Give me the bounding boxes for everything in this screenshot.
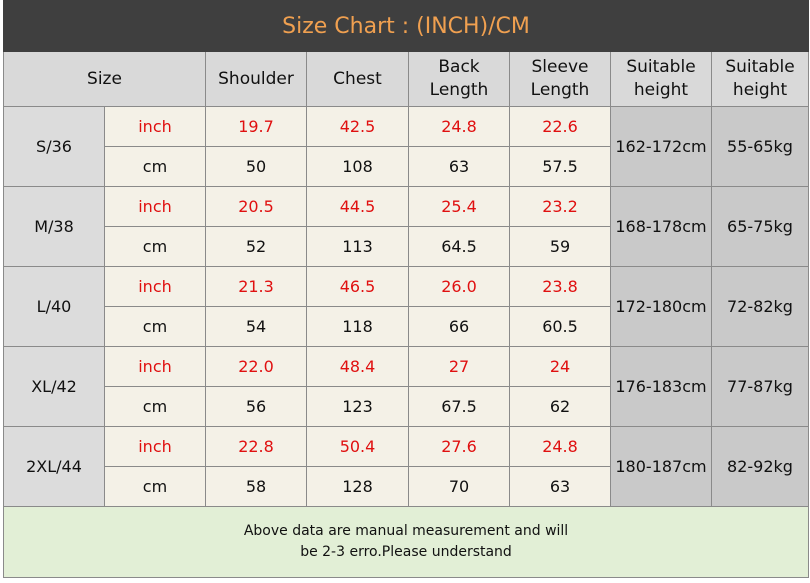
unit: inch <box>104 106 206 147</box>
cm-row: cm 56 123 67.5 62 <box>4 386 809 427</box>
cm-value: 60.5 <box>509 306 611 347</box>
size: 2XL/44 <box>3 426 105 507</box>
cm-value: 59 <box>509 226 611 267</box>
inch-value: 22.6 <box>509 106 611 147</box>
cm-value: 54 <box>205 306 307 347</box>
header-row: Size Shoulder Chest Back Length Sleeve Lengt… <box>3 51 810 107</box>
inch-value: 24 <box>509 346 611 387</box>
cm-value: 58 <box>205 466 307 507</box>
height: 168-178cm <box>610 186 712 267</box>
title: Size Chart : (INCH)/CM <box>2 0 810 52</box>
cm-value: 128 <box>306 466 409 507</box>
inch-row: S/36 inch 19.7 42.5 24.8 22.6 162-172cm 55-65kg <box>3 106 810 187</box>
cm-value: 52 <box>205 226 307 267</box>
column-header: Size <box>3 51 206 107</box>
inch-row: L/40 inch 21.3 46.5 26.0 23.8 172-180cm 72-82kg <box>3 266 810 347</box>
unit: inch <box>104 426 206 467</box>
footer-note: Above data are manual measurement and wi… <box>2 506 810 578</box>
weight: 65-75kg <box>710 186 810 267</box>
unit: inch <box>104 346 206 387</box>
column-header: Suitable height <box>710 51 810 107</box>
unit: inch <box>104 186 206 227</box>
cm-row: cm 54 118 66 60.5 <box>4 306 809 347</box>
cm-value: 64.5 <box>408 226 510 267</box>
cm-value: 113 <box>306 226 409 267</box>
size: M/38 <box>3 186 105 267</box>
cm-value: 108 <box>306 146 409 187</box>
inch-value: 22.0 <box>205 346 307 387</box>
unit: cm <box>104 306 206 347</box>
cm-value: 70 <box>408 466 510 507</box>
inch-value: 27 <box>408 346 510 387</box>
cm-value: 67.5 <box>408 386 510 427</box>
cm-row: cm 52 113 64.5 59 <box>4 226 809 267</box>
inch-value: 25.4 <box>408 186 510 227</box>
inch-value: 24.8 <box>509 426 611 467</box>
unit: cm <box>104 146 206 187</box>
height: 176-183cm <box>610 346 712 427</box>
weight: 72-82kg <box>710 266 810 347</box>
inch-row: 2XL/44 inch 22.8 50.4 27.6 24.8 180-187cm 82-92… <box>3 426 810 507</box>
column-header: Chest <box>306 51 409 107</box>
inch-value: 22.8 <box>205 426 307 467</box>
column-header: Back Length <box>408 51 510 107</box>
height: 162-172cm <box>610 106 712 187</box>
inch-value: 19.7 <box>205 106 307 147</box>
unit: cm <box>104 226 206 267</box>
cm-value: 62 <box>509 386 611 427</box>
inch-value: 26.0 <box>408 266 510 307</box>
cm-value: 63 <box>509 466 611 507</box>
size: XL/42 <box>3 346 105 427</box>
cm-row: cm 58 128 70 63 <box>4 466 809 507</box>
column-header: Sleeve Length <box>509 51 611 107</box>
inch-value: 24.8 <box>408 106 510 147</box>
column-header: Suitable height <box>610 51 712 107</box>
unit: cm <box>104 386 206 427</box>
size: S/36 <box>3 106 105 187</box>
cm-value: 123 <box>306 386 409 427</box>
inch-value: 23.2 <box>509 186 611 227</box>
cm-value: 56 <box>205 386 307 427</box>
cm-value: 66 <box>408 306 510 347</box>
inch-value: 21.3 <box>205 266 307 307</box>
size: L/40 <box>3 266 105 347</box>
cm-value: 57.5 <box>509 146 611 187</box>
inch-value: 42.5 <box>306 106 409 147</box>
inch-value: 44.5 <box>306 186 409 227</box>
inch-value: 20.5 <box>205 186 307 227</box>
inch-value: 46.5 <box>306 266 409 307</box>
weight: 82-92kg <box>710 426 810 507</box>
height: 180-187cm <box>610 426 712 507</box>
inch-value: 50.4 <box>306 426 409 467</box>
footer-row: Above data are manual measurement and wi… <box>2 506 810 578</box>
inch-value: 23.8 <box>509 266 611 307</box>
height: 172-180cm <box>610 266 712 347</box>
column-header: Shoulder <box>205 51 307 107</box>
inch-row: M/38 inch 20.5 44.5 25.4 23.2 168-178cm 65-75kg <box>3 186 810 267</box>
inch-value: 48.4 <box>306 346 409 387</box>
inch-value: 27.6 <box>408 426 510 467</box>
cm-row: cm 50 108 63 57.5 <box>4 146 809 187</box>
cm-value: 118 <box>306 306 409 347</box>
weight: 77-87kg <box>710 346 810 427</box>
weight: 55-65kg <box>710 106 810 187</box>
inch-row: XL/42 inch 22.0 48.4 27 24 176-183cm 77-87kg <box>3 346 810 427</box>
unit: inch <box>104 266 206 307</box>
cm-value: 50 <box>205 146 307 187</box>
unit: cm <box>104 466 206 507</box>
cm-value: 63 <box>408 146 510 187</box>
